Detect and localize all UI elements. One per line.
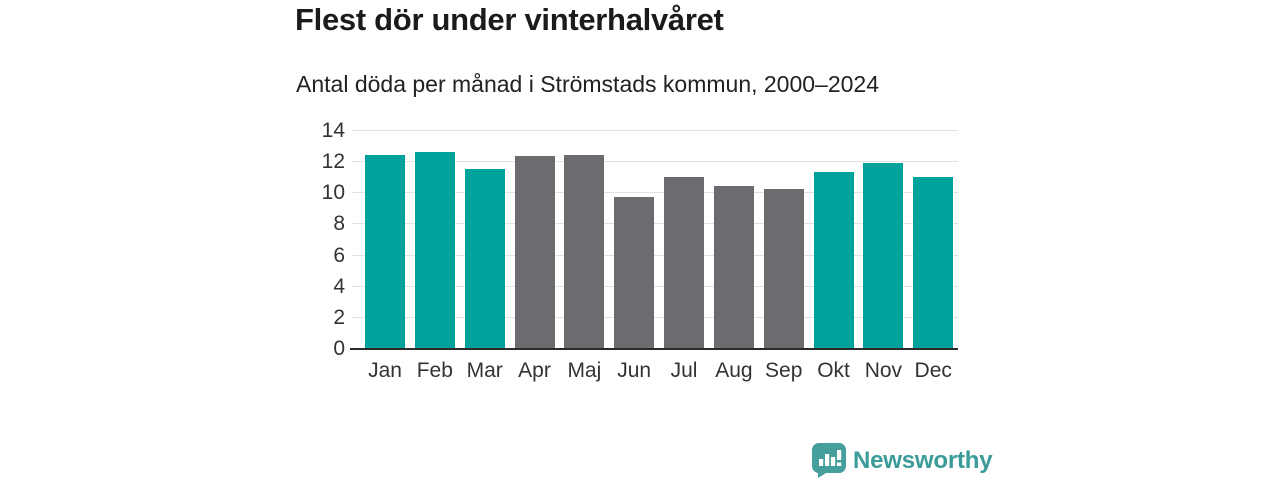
bar-nov <box>863 162 904 348</box>
y-tick-label-14: 14 <box>321 119 345 142</box>
bar-feb <box>414 151 455 348</box>
gridline-6 <box>352 254 958 256</box>
bar-aug <box>713 186 754 348</box>
gridline-12 <box>352 161 958 163</box>
gridline-10 <box>352 192 958 194</box>
y-tick-label-8: 8 <box>333 212 345 236</box>
x-tick-label-feb: Feb <box>416 359 453 382</box>
bar-jun <box>614 196 655 348</box>
x-tick-label-sep: Sep <box>765 359 803 382</box>
chart-subtitle: Antal döda per månad i Strömstads kommun… <box>296 71 880 97</box>
y-axis: 0 2 4 6 8 10 12 14 <box>280 119 345 360</box>
gridline-2 <box>352 316 958 318</box>
gridline-4 <box>352 285 958 287</box>
bar-okt <box>813 172 854 348</box>
bar-maj <box>564 154 605 348</box>
x-tick-label-nov: Nov <box>864 359 903 382</box>
y-tick-label-0: 0 <box>333 337 345 360</box>
bar-apr <box>514 156 555 348</box>
y-tick-label-10: 10 <box>321 181 345 205</box>
newsworthy-logo-text: Newsworthy <box>853 446 993 474</box>
gridline-14 <box>352 130 958 131</box>
bar-sep <box>763 189 804 348</box>
y-tick-label-12: 12 <box>321 150 345 174</box>
gridline-8 <box>352 223 958 225</box>
x-tick-label-apr: Apr <box>518 359 551 382</box>
x-tick-label-mar: Mar <box>466 359 503 382</box>
x-tick-label-aug: Aug <box>715 359 753 382</box>
bar-mar <box>464 168 505 348</box>
x-tick-label-jun: Jun <box>617 359 652 382</box>
x-axis: Jan Feb Mar Apr Maj Jun Jul Aug Sep Okt Nov Dec <box>350 358 958 386</box>
x-tick-label-jul: Jul <box>670 359 698 382</box>
bar-dec <box>913 176 954 348</box>
newsworthy-speech-bubble-bar-chart-icon <box>812 443 846 478</box>
y-tick-label-2: 2 <box>333 305 345 329</box>
x-tick-label-dec: Dec <box>914 359 952 382</box>
x-tick-label-jan: Jan <box>368 359 402 382</box>
x-tick-label-maj: Maj <box>567 359 602 382</box>
bar-jan <box>365 154 405 348</box>
x-tick-label-okt: Okt <box>817 359 850 382</box>
y-tick-label-4: 4 <box>333 274 345 298</box>
y-tick-label-6: 6 <box>333 243 345 267</box>
newsworthy-logo: Newsworthy <box>812 443 993 478</box>
plot-area <box>350 130 958 350</box>
chart-title: Flest dör under vinterhalvåret <box>295 2 724 37</box>
bar-jul <box>664 176 705 348</box>
